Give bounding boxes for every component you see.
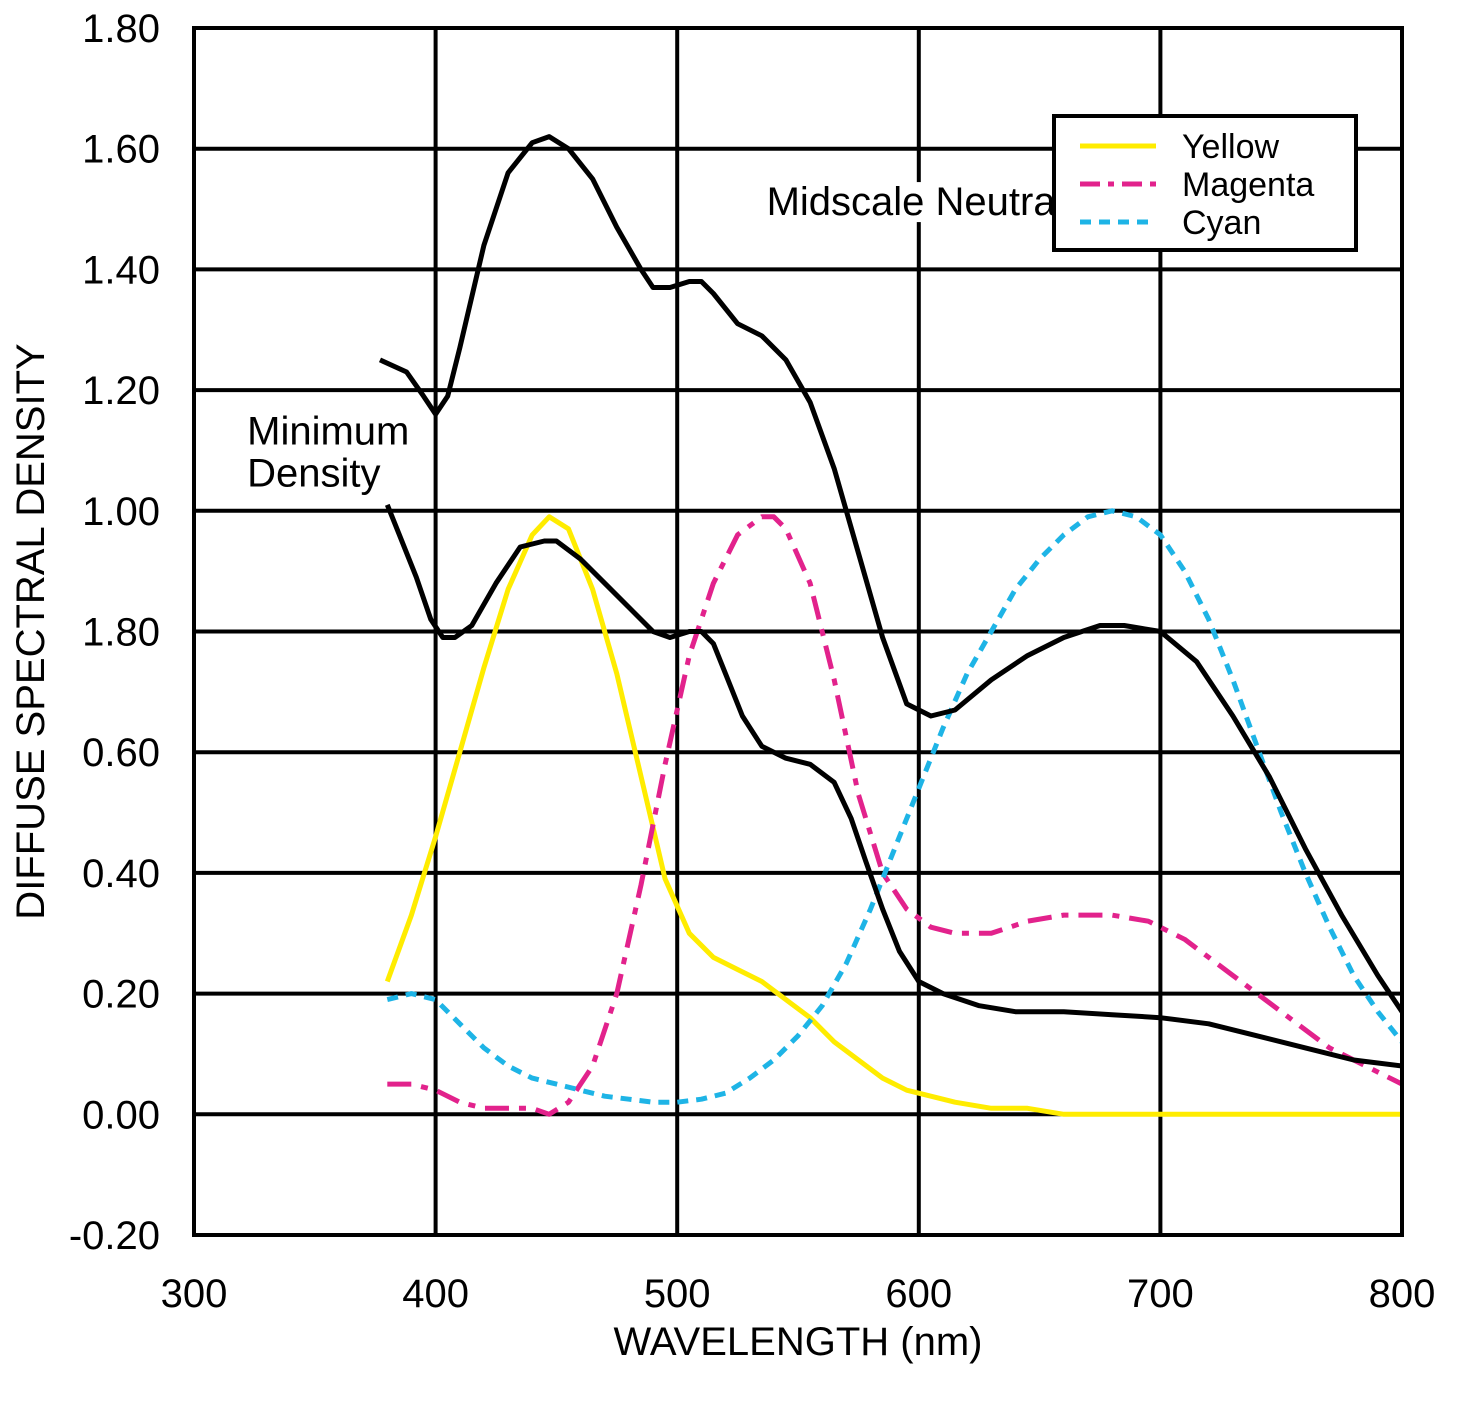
- tick-labels: 300 400 500 600 700 800 1.80 1.60 1.40 1.20 1.00 1.…: [69, 7, 1436, 1316]
- annotation: Midscale Neutral: [762, 180, 1069, 224]
- x-tick-label: 300: [161, 1272, 228, 1316]
- annotation-background: [243, 453, 385, 494]
- y-axis-label: DIFFUSE SPECTRAL DENSITY: [9, 343, 53, 919]
- legend-box: [1052, 114, 1358, 252]
- series-line-curve-3: [378, 134, 1405, 1014]
- x-tick-label: 500: [644, 1272, 711, 1316]
- series-line-curve-4: [384, 503, 1403, 1069]
- annotation-background: [762, 182, 1069, 223]
- y-tick-label: 1.80: [82, 611, 160, 655]
- y-tick-label: 1.40: [82, 248, 160, 292]
- x-tick-label: 600: [885, 1272, 952, 1316]
- annotation-label: Density: [247, 452, 380, 496]
- legend-label-magenta: Magenta: [1182, 166, 1314, 204]
- annotation: Minimum: [243, 409, 414, 453]
- series-line-yellow: [384, 514, 1402, 1117]
- plot-frame: [192, 26, 1404, 1237]
- y-tick-label: 0.60: [82, 731, 160, 775]
- legend-label-cyan: Cyan: [1182, 204, 1261, 242]
- y-tick-label: 1.60: [82, 128, 160, 172]
- x-tick-label: 400: [402, 1272, 469, 1316]
- legend-label-yellow: Yellow: [1182, 128, 1279, 166]
- annotation-label: Midscale Neutral: [767, 180, 1065, 224]
- annotation-background: [243, 411, 414, 452]
- y-tick-label: -0.20: [69, 1214, 160, 1258]
- series-lines: [378, 134, 1405, 1117]
- y-tick-label: 1.20: [82, 369, 160, 413]
- annotation-label: Minimum: [247, 409, 409, 453]
- x-tick-label: 700: [1127, 1272, 1194, 1316]
- y-tick-label: 0.40: [82, 852, 160, 896]
- series-line-magenta: [387, 514, 1404, 1117]
- y-tick-label: 1.00: [82, 490, 160, 534]
- x-tick-label: 800: [1369, 1272, 1436, 1316]
- y-tick-label: 1.80: [82, 7, 160, 51]
- series-line-cyan: [386, 508, 1404, 1105]
- x-axis-label: WAVELENGTH (nm): [614, 1320, 983, 1364]
- y-tick-label: 0.20: [82, 973, 160, 1017]
- y-tick-label: 0.00: [82, 1093, 160, 1137]
- annotation: Density: [243, 452, 385, 496]
